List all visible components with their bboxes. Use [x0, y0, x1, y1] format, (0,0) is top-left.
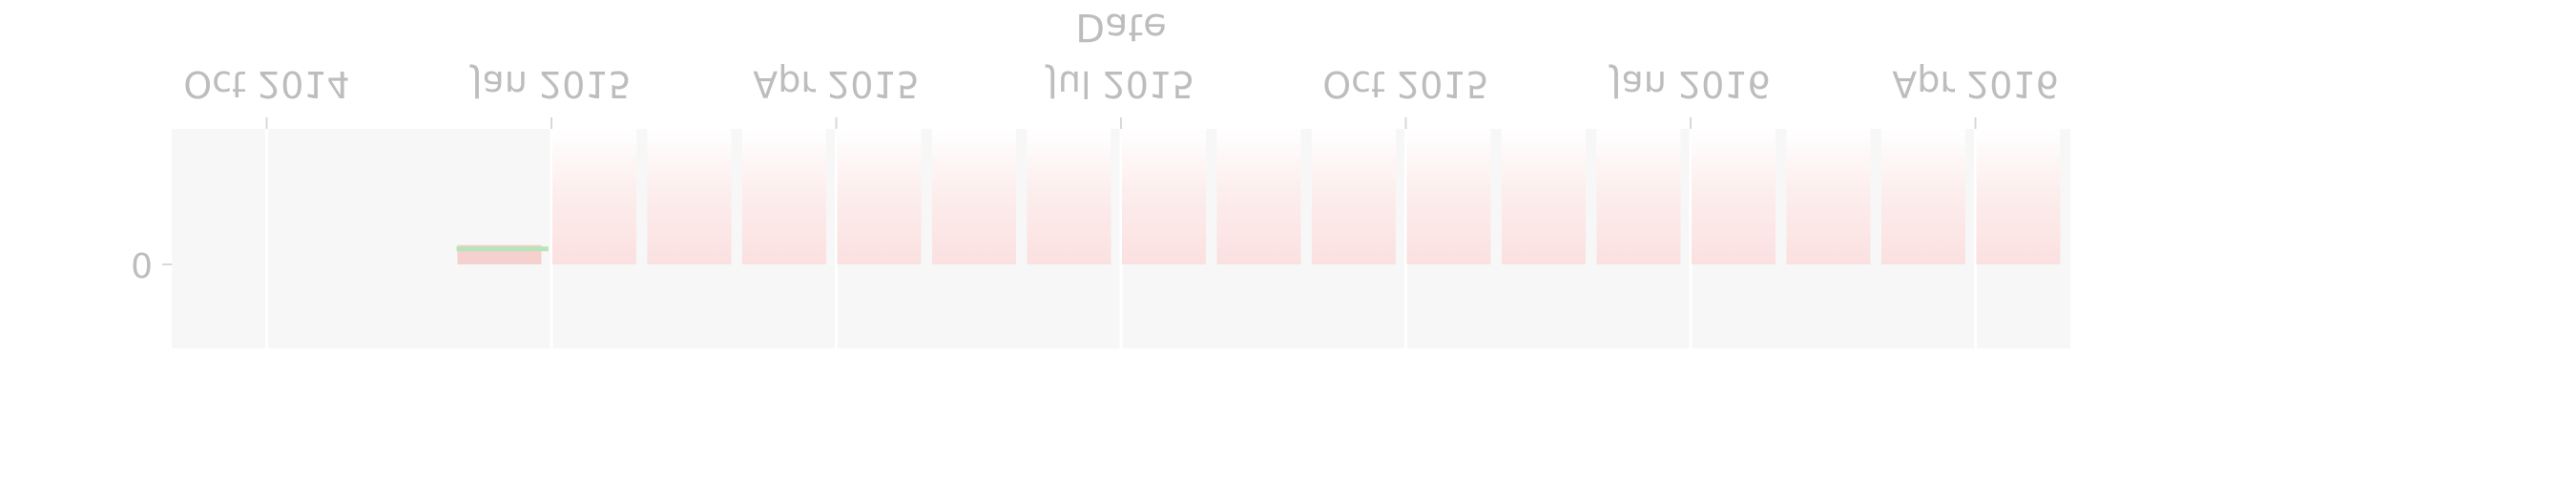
bars-layer	[457, 129, 2061, 264]
x-tick-label: Jul 2015	[1046, 63, 1195, 105]
x-tick-label: Apr 2016	[1892, 63, 2059, 105]
bar	[1691, 129, 1776, 264]
bar	[1311, 129, 1396, 264]
bar	[1216, 129, 1301, 264]
bar	[1406, 129, 1491, 264]
ticks-layer: Oct 2014 Jan 2015 Apr 2015 Jul 2015 Oct 2015…	[131, 63, 2059, 283]
bar	[1501, 129, 1586, 264]
bar	[647, 129, 732, 264]
bar	[1027, 129, 1111, 264]
x-tick-label: Jan 2016	[1609, 63, 1770, 105]
bar	[1121, 129, 1206, 264]
bar	[1880, 129, 1965, 264]
x-axis-label: Date	[1075, 5, 1167, 49]
bar	[837, 129, 922, 264]
bar	[1976, 129, 2061, 264]
bar	[551, 129, 636, 264]
grid-layer	[265, 129, 1977, 348]
bar	[1786, 129, 1871, 264]
bar	[741, 129, 826, 264]
bar	[1596, 129, 1681, 264]
x-tick-label: Oct 2015	[1322, 63, 1489, 105]
y-tick-label: 0	[131, 244, 153, 283]
x-tick-label: Jan 2015	[469, 63, 631, 105]
x-tick-label: Oct 2014	[183, 63, 350, 105]
x-tick-label: Apr 2015	[753, 63, 920, 105]
bar	[931, 129, 1016, 264]
